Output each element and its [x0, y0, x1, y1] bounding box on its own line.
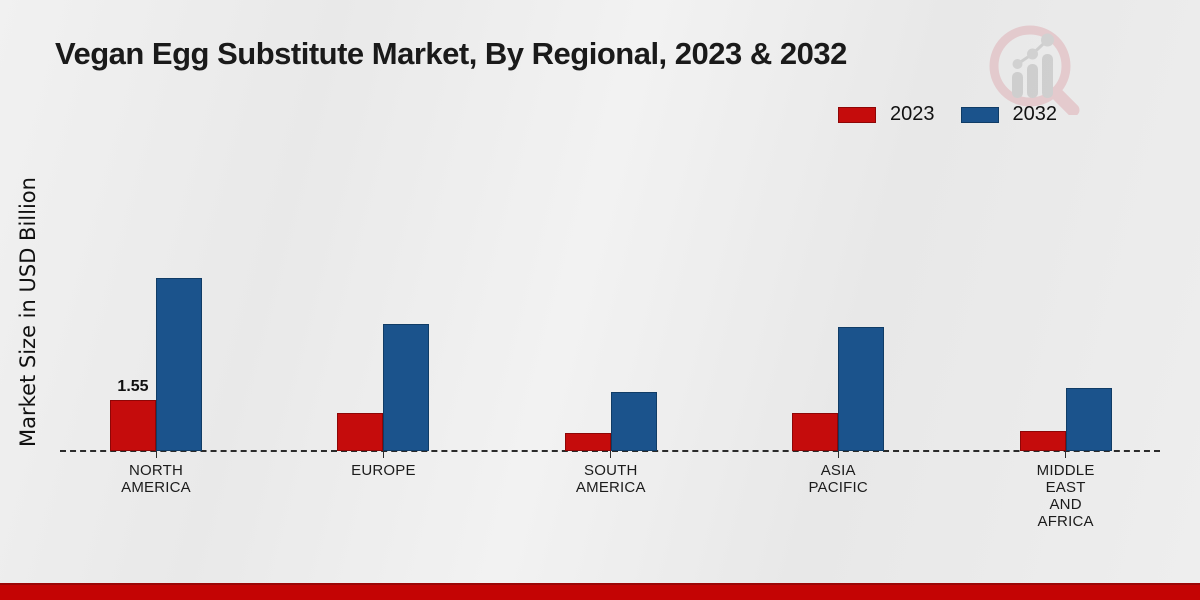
- category-label-south-america: SOUTH AMERICA: [575, 462, 646, 496]
- axis-tick-europe: [382, 451, 384, 458]
- bar-2023-north-america: [110, 399, 156, 451]
- bar-2032-middle-east-and-africa: [1065, 388, 1112, 451]
- legend-swatch-2023: [838, 106, 876, 123]
- legend-label-2023: 2023: [890, 103, 935, 125]
- x-axis-line: [60, 450, 1160, 452]
- axis-tick-south-america: [610, 451, 612, 458]
- bar-2023-asia-pacific: [792, 413, 839, 451]
- bar-2032-south-america: [610, 391, 657, 451]
- legend-item-2023: 2023: [838, 103, 935, 126]
- footer-band: [0, 583, 1200, 600]
- bar-2032-asia-pacific: [838, 327, 885, 451]
- category-label-asia-pacific: ASIA PACIFIC: [808, 462, 868, 496]
- axis-tick-middle-east-and-africa: [1065, 451, 1067, 458]
- bar-2023-europe: [337, 413, 384, 451]
- market-research-logo-icon: [989, 25, 1080, 115]
- legend: 2023 2032: [838, 103, 1057, 126]
- bar-2032-north-america: [156, 277, 202, 451]
- chart-title: Vegan Egg Substitute Market, By Regional…: [55, 36, 847, 71]
- bar-2023-south-america: [564, 432, 611, 451]
- bar-2023-middle-east-and-africa: [1019, 431, 1066, 451]
- axis-tick-asia-pacific: [837, 451, 839, 458]
- legend-swatch-2032: [960, 106, 999, 123]
- category-label-middle-east-and-africa: MIDDLE EAST AND AFRICA: [1036, 462, 1095, 530]
- legend-label-2032: 2032: [1012, 103, 1058, 125]
- legend-item-2032: 2032: [960, 103, 1058, 126]
- category-label-europe: EUROPE: [351, 462, 416, 479]
- bar-2032-europe: [383, 323, 430, 451]
- axis-tick-north-america: [155, 451, 157, 458]
- category-label-north-america: NORTH AMERICA: [121, 462, 191, 496]
- data-label-2023-north-america: 1.55: [117, 377, 149, 395]
